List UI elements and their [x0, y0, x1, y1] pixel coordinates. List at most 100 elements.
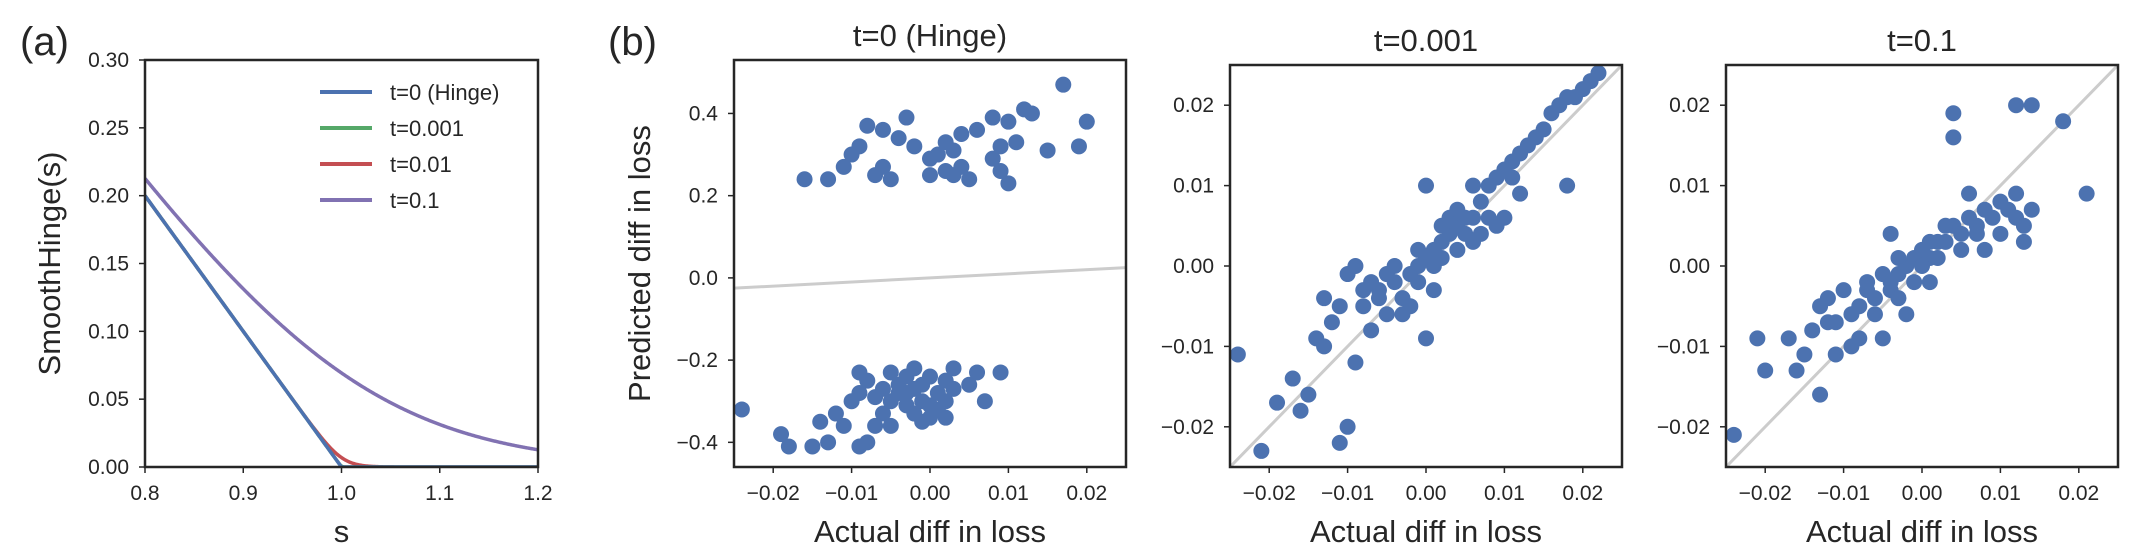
scatter-point: [804, 438, 821, 455]
scatter-point: [1945, 105, 1962, 122]
scatter-point: [922, 409, 938, 426]
scatter-point: [820, 171, 837, 188]
scatter-point: [1757, 362, 1774, 379]
scatter-point: [1968, 225, 1985, 242]
scatter-point: [969, 121, 986, 138]
scatter-point: [1535, 121, 1552, 138]
scatter-point: [1882, 274, 1899, 291]
scatter-point: [867, 389, 884, 406]
scatter-point: [922, 368, 938, 385]
scatter-point: [1929, 249, 1946, 266]
scatter-point: [992, 364, 1009, 381]
x-tick-label: 0.8: [130, 482, 159, 505]
scatter-point: [1992, 225, 2009, 242]
scatter-point: [1269, 394, 1286, 411]
scatter-point: [1890, 249, 1907, 266]
scatter-point: [953, 158, 970, 175]
scatter-point: [961, 171, 978, 188]
y-tick-label: 0.2: [689, 185, 718, 208]
scatter-point: [1843, 338, 1860, 355]
scatter-point: [1449, 201, 1466, 218]
scatter-point: [1339, 418, 1356, 435]
scatter-point: [984, 150, 1001, 167]
scatter-point: [2008, 97, 2025, 114]
panel-label-b: (b): [608, 20, 657, 64]
scatter-point: [922, 167, 938, 184]
scatter-point: [1253, 442, 1270, 459]
chart-smooth-hinge: t=0 (Hinge) t=0.001 t=0.01 t=0.1 0.8 0.9 1.0 1.…: [32, 49, 553, 549]
scatter-point: [1000, 175, 1017, 192]
y-tick-label: 0.10: [88, 320, 129, 343]
scatter-point: [1316, 290, 1333, 307]
scatter-point: [1316, 338, 1333, 355]
scatter-point: [882, 417, 899, 434]
scatter-point: [1914, 258, 1930, 274]
y-tick-label: 0.4: [689, 102, 719, 125]
scatter-point: [1300, 386, 1317, 403]
legend-label-2: t=0.01: [390, 152, 452, 177]
scatter-point: [1851, 298, 1868, 315]
scatter-point: [2055, 113, 2072, 130]
scatter-point: [1331, 434, 1348, 451]
scatter-point: [1433, 217, 1450, 234]
scatter-point: [1472, 225, 1489, 242]
y-tick-label: 0.00: [1173, 255, 1214, 278]
x-tick-label: 0.01: [1980, 482, 2021, 505]
scatter-point: [1284, 370, 1301, 387]
scatter-point: [2023, 97, 2040, 114]
y-axis-label: Predicted diff in loss: [622, 125, 657, 402]
y-axis-label: SmoothHinge(s): [32, 152, 67, 376]
scatter-point: [1449, 241, 1466, 258]
scatter-point: [780, 438, 797, 455]
scatter-point: [867, 417, 884, 434]
scatter-point: [1819, 314, 1836, 331]
scatter-point: [1008, 134, 1025, 151]
scatter-point: [2015, 217, 2032, 234]
scatter-point: [1402, 298, 1419, 315]
series-line-3: [145, 177, 538, 452]
scatter-point: [937, 393, 954, 410]
x-tick-label: 0.02: [2058, 482, 2099, 505]
scatter-point: [1039, 142, 1056, 159]
scatter-point: [1804, 322, 1821, 339]
scatter-point: [937, 409, 954, 426]
scatter-point: [1425, 258, 1442, 274]
scatter-point: [1866, 306, 1883, 323]
x-tick-label: 0.02: [1066, 482, 1107, 505]
scatter-point: [945, 380, 962, 397]
scatter-point: [1874, 330, 1891, 347]
x-tick-label: −0.01: [1321, 482, 1374, 505]
scatter-point: [969, 364, 986, 381]
x-axis-label: Actual diff in loss: [1310, 514, 1542, 549]
scatter-point: [1953, 225, 1970, 242]
scatter-point: [1363, 274, 1380, 291]
scatter-point: [1378, 306, 1395, 323]
scatter-point: [1906, 274, 1923, 291]
scatter-point: [1921, 274, 1938, 291]
scatter-point: [827, 405, 844, 422]
scatter-point: [914, 393, 931, 410]
scatter-point: [1496, 209, 1513, 226]
scatter-point: [890, 130, 907, 147]
scatter-point: [843, 393, 860, 410]
panel-label-a: (a): [20, 20, 69, 64]
scatter-point: [1425, 282, 1442, 299]
scatter-point: [1780, 330, 1797, 347]
axes-frame: [143, 58, 540, 469]
scatter-point: [961, 376, 978, 393]
scatter-point: [1410, 274, 1427, 291]
scatter-point: [1386, 258, 1403, 274]
y-tick-label: 0.05: [88, 388, 129, 411]
y-tick-label: 0.15: [88, 253, 129, 276]
y-tick-label: 0.0: [689, 267, 718, 290]
scatter-point: [1898, 306, 1915, 323]
scatter-point: [992, 163, 1009, 179]
scatter-point: [812, 413, 829, 430]
chart-title: t=0.001: [1374, 23, 1478, 58]
scatter-point: [874, 121, 891, 138]
scatter-point: [1590, 65, 1607, 82]
scatter-point: [1819, 290, 1836, 307]
scatter-point: [2008, 185, 2025, 202]
scatter-point: [1323, 314, 1340, 331]
scatter-point: [1827, 346, 1844, 363]
